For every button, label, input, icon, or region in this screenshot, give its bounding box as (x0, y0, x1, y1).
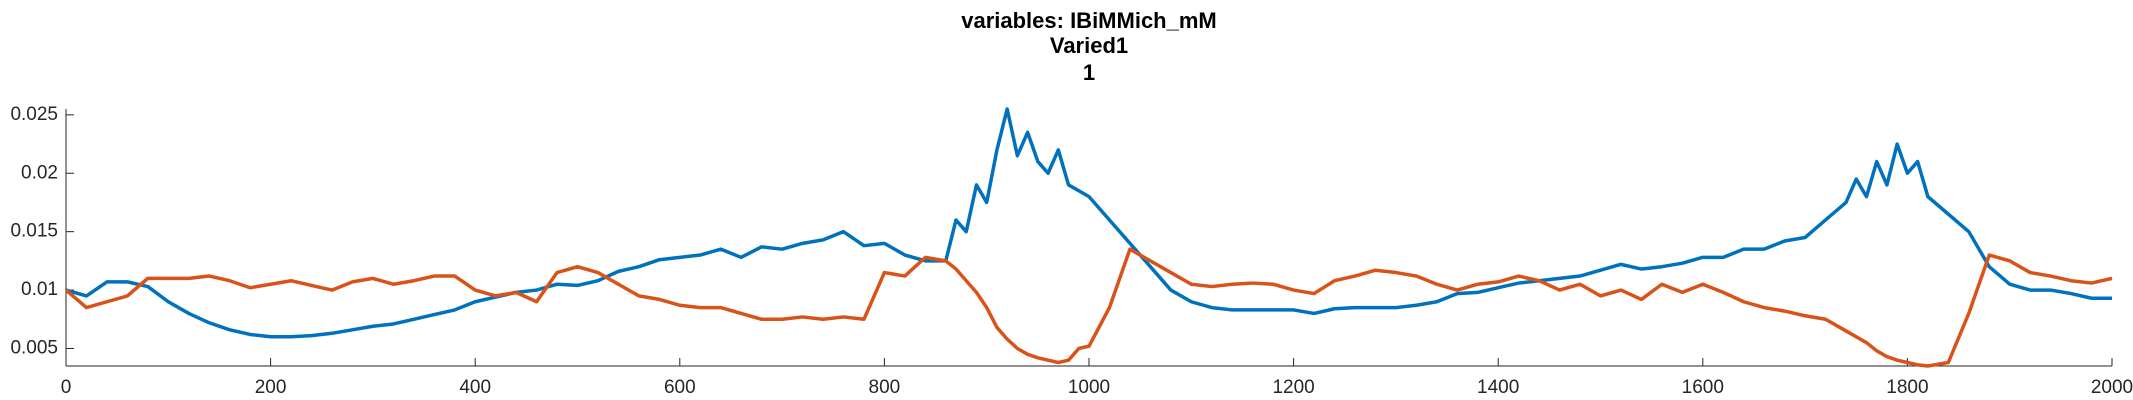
x-tick-label: 200 (255, 377, 287, 398)
chart-title: variables: IBiMMich_mM (961, 8, 1217, 33)
chart-subtitle: 1 (1083, 60, 1095, 85)
x-tick-label: 2000 (2091, 377, 2133, 398)
x-tick-label: 1600 (1682, 377, 1724, 398)
series-line (64, 247, 2113, 368)
x-tick-label: 1000 (1068, 377, 1110, 398)
y-tick-label: 0.005 (10, 337, 58, 358)
x-tick-label: 800 (869, 377, 901, 398)
x-tick-label: 1800 (1886, 377, 1928, 398)
x-tick-label: 1400 (1477, 377, 1519, 398)
x-tick-label: 0 (61, 377, 72, 398)
x-tick-label: 1200 (1272, 377, 1314, 398)
y-tick-label: 0.025 (10, 104, 58, 125)
y-tick-label: 0.015 (10, 221, 58, 242)
chart-subtitle: Varied1 (1050, 33, 1128, 58)
x-tick-label: 600 (664, 377, 696, 398)
y-tick-label: 0.01 (21, 279, 58, 300)
series-line (65, 107, 2112, 339)
x-tick-label: 400 (459, 377, 491, 398)
y-tick-label: 0.02 (21, 162, 58, 183)
